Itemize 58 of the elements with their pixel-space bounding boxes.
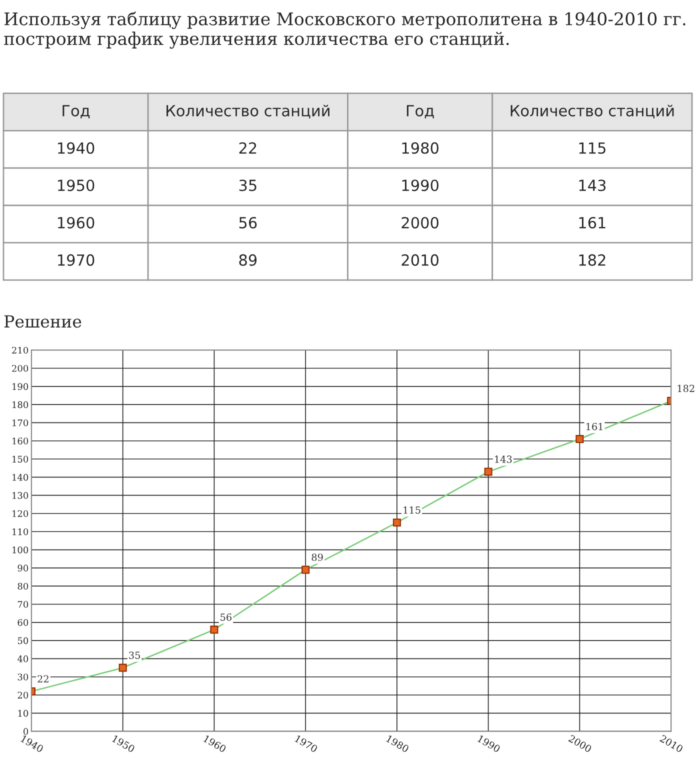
y-tick-label: 40: [17, 655, 28, 662]
text: 1970: [58, 254, 94, 266]
y-tick-label: 180: [12, 401, 28, 408]
x-tick-label: 1940: [20, 734, 44, 753]
text: 1980: [402, 142, 438, 154]
y-tick-label: 140: [12, 474, 28, 481]
y-tick-label: 80: [18, 582, 28, 590]
x-tick-label: 1990: [477, 734, 501, 753]
data-label: 161: [586, 422, 602, 430]
y-tick-label: 130: [12, 492, 28, 499]
y-tick-label: 50: [18, 637, 28, 644]
y-tick-label: 170: [12, 419, 28, 426]
y-tick-label: 60: [18, 619, 28, 626]
data-label: 22: [38, 675, 48, 682]
y-tick-label: 90: [18, 564, 28, 572]
data-label: 182: [678, 384, 694, 392]
y-tick-label: 160: [12, 438, 28, 444]
chart-subtitle: Решение: [4, 315, 82, 328]
y-tick-label: 30: [18, 674, 28, 680]
x-tick-label: 1970: [294, 734, 318, 753]
y-tick-label: 70: [18, 600, 28, 608]
text: 2000: [402, 216, 438, 228]
chart-title: Используя таблицу развитие Московского метрополитена в 1940-2010 гг. построим график увеличения количества его станций.: [4, 12, 686, 49]
x-tick-label: 1950: [112, 734, 136, 753]
y-tick-label: 100: [12, 546, 28, 554]
data-label: 56: [220, 613, 232, 621]
text: 161: [579, 216, 606, 228]
text: 89: [239, 254, 257, 266]
y-tick-label: 150: [12, 456, 28, 463]
text: 2010: [402, 254, 438, 266]
data-label: 143: [495, 456, 512, 463]
text: 1940: [58, 142, 94, 154]
text: 143: [579, 180, 606, 192]
text: 115: [579, 142, 606, 154]
text: 1950: [58, 180, 94, 192]
data-label: 35: [129, 652, 140, 659]
y-tick-label: 210: [12, 346, 28, 354]
text: 182: [579, 254, 606, 266]
y-tick-label: 190: [12, 383, 28, 390]
text: 1990: [402, 180, 438, 192]
y-tick-label: 0: [24, 728, 28, 735]
text: Год: [62, 105, 90, 118]
text: Количество станций: [166, 104, 330, 118]
y-tick-label: 110: [12, 528, 28, 536]
x-tick-label: 1960: [203, 734, 227, 753]
y-tick-label: 20: [18, 692, 28, 699]
y-tick-label: 10: [18, 710, 28, 717]
y-tick-label: 200: [12, 364, 28, 372]
x-tick-label: 1980: [386, 734, 410, 753]
text: 35: [239, 180, 256, 192]
text: Количество станций: [510, 104, 674, 118]
text: Год: [406, 105, 434, 118]
text: 1960: [58, 216, 94, 228]
y-tick-label: 120: [12, 510, 28, 518]
data-label: 115: [404, 506, 420, 514]
data-label: 89: [312, 554, 323, 561]
text: 22: [239, 142, 256, 154]
text: 56: [239, 216, 257, 228]
